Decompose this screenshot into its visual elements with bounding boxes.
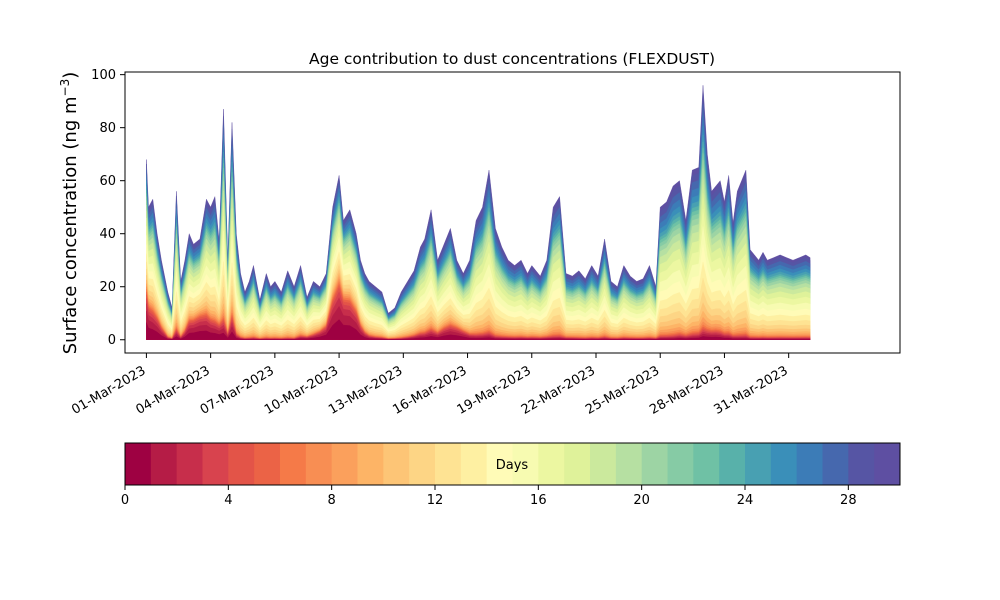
- y-axis-label: Surface concentration (ng m−3): [58, 72, 81, 355]
- colorbar-swatch: [383, 443, 410, 485]
- colorbar-swatch: [848, 443, 875, 485]
- colorbar-swatch: [305, 443, 333, 485]
- colorbar-swatch: [357, 443, 384, 485]
- colorbar: 0 4 8 12 16 20 24 28: [121, 442, 901, 508]
- colorbar-tick-label: 20: [633, 493, 650, 508]
- colorbar-tick-label: 24: [737, 493, 754, 508]
- plot-frame: [124, 71, 901, 354]
- colorbar-swatch: [745, 443, 772, 485]
- colorbar-swatch: [331, 443, 358, 485]
- colorbar-swatch: [822, 443, 849, 485]
- colorbar-swatch: [796, 443, 823, 485]
- y-tick-label: 60: [99, 174, 116, 189]
- y-tick-label: 40: [99, 227, 116, 242]
- colorbar-swatch: [409, 443, 436, 485]
- colorbar-swatch: [435, 443, 462, 485]
- stacked-area-layers: [146, 85, 811, 340]
- y-axis-label-close: ): [60, 72, 81, 79]
- colorbar-swatch: [512, 443, 539, 485]
- colorbar-label: Days: [496, 458, 529, 473]
- colorbar-swatch: [125, 443, 152, 485]
- colorbar-swatch: [590, 443, 617, 485]
- colorbar-swatch: [228, 443, 255, 485]
- y-tick-label: 100: [91, 68, 116, 83]
- y-axis-label-main: Surface concentration (ng m: [60, 96, 81, 354]
- colorbar-swatch: [641, 443, 668, 485]
- y-tick-label: 20: [99, 280, 116, 295]
- colorbar-swatch: [667, 443, 694, 485]
- colorbar-swatch: [615, 443, 643, 485]
- colorbar-swatch: [693, 443, 720, 485]
- chart-title: Age contribution to dust concentrations …: [309, 50, 715, 68]
- colorbar-swatch: [254, 443, 281, 485]
- colorbar-swatch: [564, 443, 591, 485]
- colorbar-tick-label: 12: [427, 493, 444, 508]
- y-tick-label: 80: [99, 121, 116, 136]
- colorbar-frame: [124, 442, 901, 486]
- y-axis-label-superscript: −3: [58, 79, 72, 97]
- colorbar-swatch: [176, 443, 203, 485]
- x-axis: 01-Mar-202304-Mar-202307-Mar-202310-Mar-…: [69, 353, 791, 418]
- colorbar-swatch: [874, 443, 901, 485]
- colorbar-tick-label: 8: [328, 493, 336, 508]
- colorbar-swatch: [538, 443, 565, 485]
- colorbar-swatch: [770, 443, 798, 485]
- colorbar-swatch: [202, 443, 229, 485]
- colorbar-swatch: [150, 443, 178, 485]
- y-axis: 0 20 40 60 80 100: [91, 68, 125, 348]
- colorbar-tick-label: 4: [224, 493, 232, 508]
- colorbar-swatch: [460, 443, 488, 485]
- colorbar-swatch: [280, 443, 307, 485]
- colorbar-swatch: [486, 443, 513, 485]
- colorbar-tick-label: 16: [530, 493, 547, 508]
- colorbar-tick-label: 28: [840, 493, 857, 508]
- y-tick-label: 0: [108, 333, 116, 348]
- colorbar-swatch: [719, 443, 746, 485]
- age-class-area-0: [146, 319, 811, 340]
- colorbar-tick-label: 0: [121, 493, 129, 508]
